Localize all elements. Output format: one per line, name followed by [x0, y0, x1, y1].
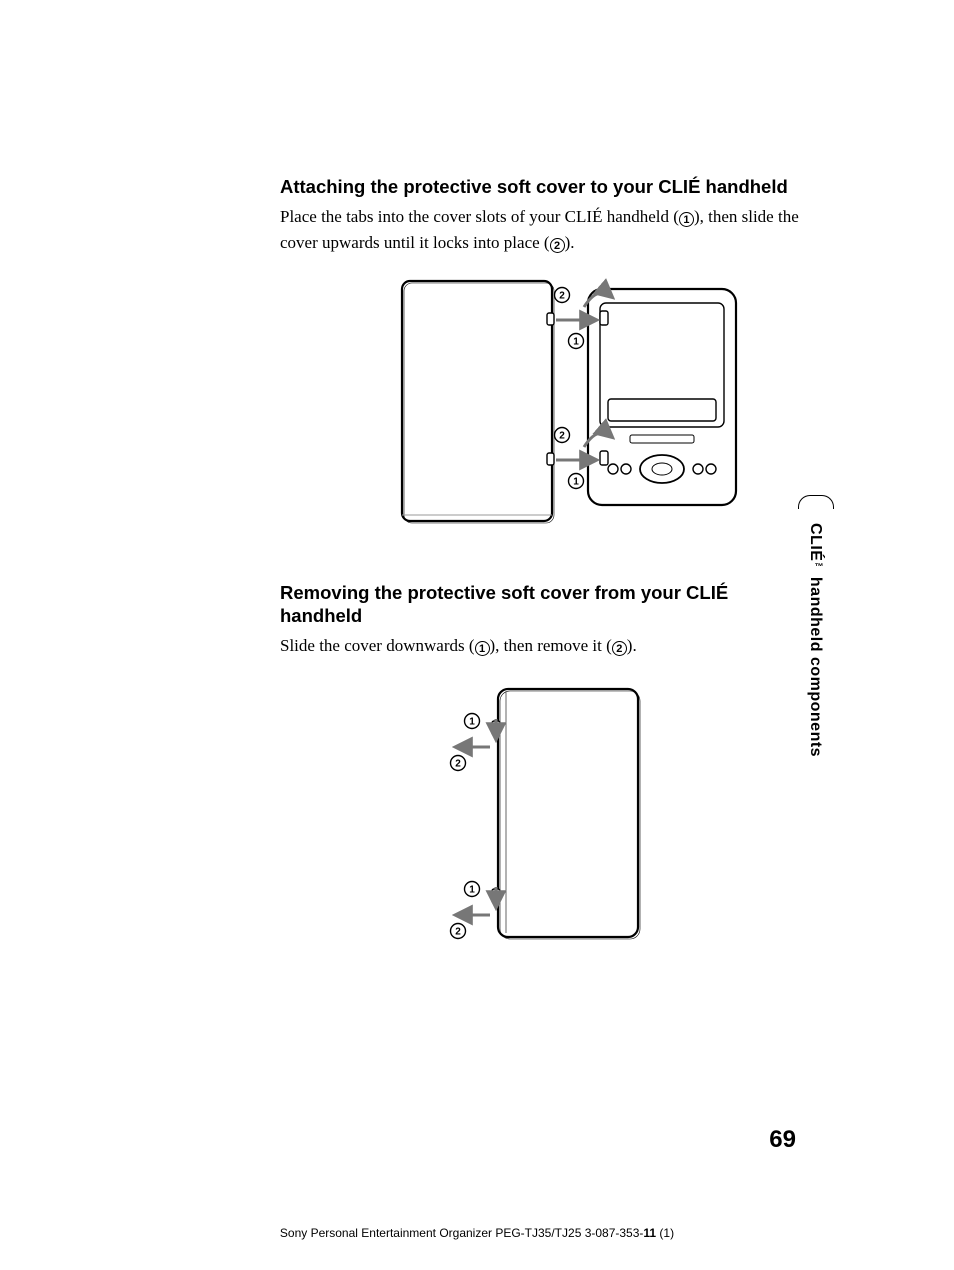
side-label-tm: ™	[814, 561, 824, 572]
side-label-pre: CLIÉ	[807, 523, 824, 561]
diagram-remove: 1 2 1 2	[410, 675, 670, 965]
svg-text:2: 2	[559, 291, 565, 302]
section2-body: Slide the cover downwards (1), then remo…	[280, 633, 800, 659]
footer: Sony Personal Entertainment Organizer PE…	[0, 1226, 954, 1240]
svg-text:1: 1	[469, 716, 475, 727]
section-removing: Removing the protective soft cover from …	[280, 581, 800, 965]
text-fragment: ).	[565, 233, 575, 252]
circled-1-inline: 1	[679, 212, 694, 227]
svg-text:2: 2	[559, 431, 565, 442]
side-tab-outline	[798, 495, 834, 509]
section-title-removing: Removing the protective soft cover from …	[280, 581, 800, 627]
text-fragment: Place the tabs into the cover slots of y…	[280, 207, 679, 226]
svg-text:2: 2	[455, 926, 461, 937]
section1-body: Place the tabs into the cover slots of y…	[280, 204, 800, 255]
text-fragment: ).	[627, 636, 637, 655]
svg-text:1: 1	[573, 477, 579, 488]
section-title-attaching: Attaching the protective soft cover to y…	[280, 175, 800, 198]
svg-text:1: 1	[573, 337, 579, 348]
side-label-post: handheld components	[807, 572, 824, 757]
footer-tail: (1)	[656, 1226, 674, 1240]
circled-2-inline: 2	[612, 641, 627, 656]
svg-text:1: 1	[469, 884, 475, 895]
section-attaching: Attaching the protective soft cover to y…	[280, 175, 800, 541]
circled-2-inline: 2	[550, 238, 565, 253]
side-tab: CLIÉ™ handheld components	[798, 495, 834, 815]
page-number: 69	[769, 1126, 796, 1154]
footer-bold: 11	[643, 1226, 656, 1240]
circled-1-inline: 1	[475, 641, 490, 656]
footer-text: Sony Personal Entertainment Organizer PE…	[280, 1226, 644, 1240]
diagram-attach: 1 2 1 2	[340, 271, 740, 541]
svg-text:2: 2	[455, 758, 461, 769]
side-label: CLIÉ™ handheld components	[806, 523, 824, 757]
text-fragment: Slide the cover downwards (	[280, 636, 475, 655]
text-fragment: ), then remove it (	[490, 636, 612, 655]
